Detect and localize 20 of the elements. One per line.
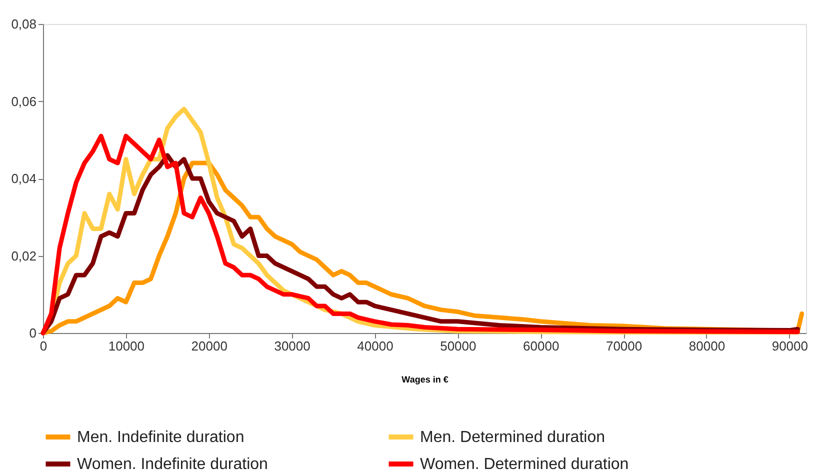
- legend-label: Men. Determined duration: [420, 429, 605, 446]
- x-tick-label: 40000: [357, 338, 394, 354]
- legend-label: Women. Determined duration: [420, 456, 629, 473]
- y-tick-label: 0,06: [11, 94, 36, 109]
- x-axis-title: Wages in €: [402, 374, 448, 384]
- x-tick-label: 70000: [606, 338, 642, 354]
- x-tick-label: 30000: [274, 338, 310, 354]
- x-tick-label: 60000: [523, 338, 560, 354]
- y-tick-label: 0,02: [11, 248, 36, 264]
- y-tick-label: 0,04: [11, 171, 36, 186]
- y-tick-label: 0,08: [11, 16, 36, 32]
- x-tick-label: 50000: [440, 338, 476, 354]
- x-tick-label: 20000: [191, 338, 228, 354]
- x-tick-label: 10000: [108, 338, 145, 354]
- x-tick-label: 0: [40, 338, 48, 354]
- x-tick-label: 90000: [772, 338, 808, 354]
- x-tick-label: 80000: [688, 338, 726, 354]
- y-tick-label: 0: [29, 326, 36, 340]
- legend-label: Women. Indefinite duration: [77, 456, 268, 473]
- legend-label: Men. Indefinite duration: [77, 429, 244, 446]
